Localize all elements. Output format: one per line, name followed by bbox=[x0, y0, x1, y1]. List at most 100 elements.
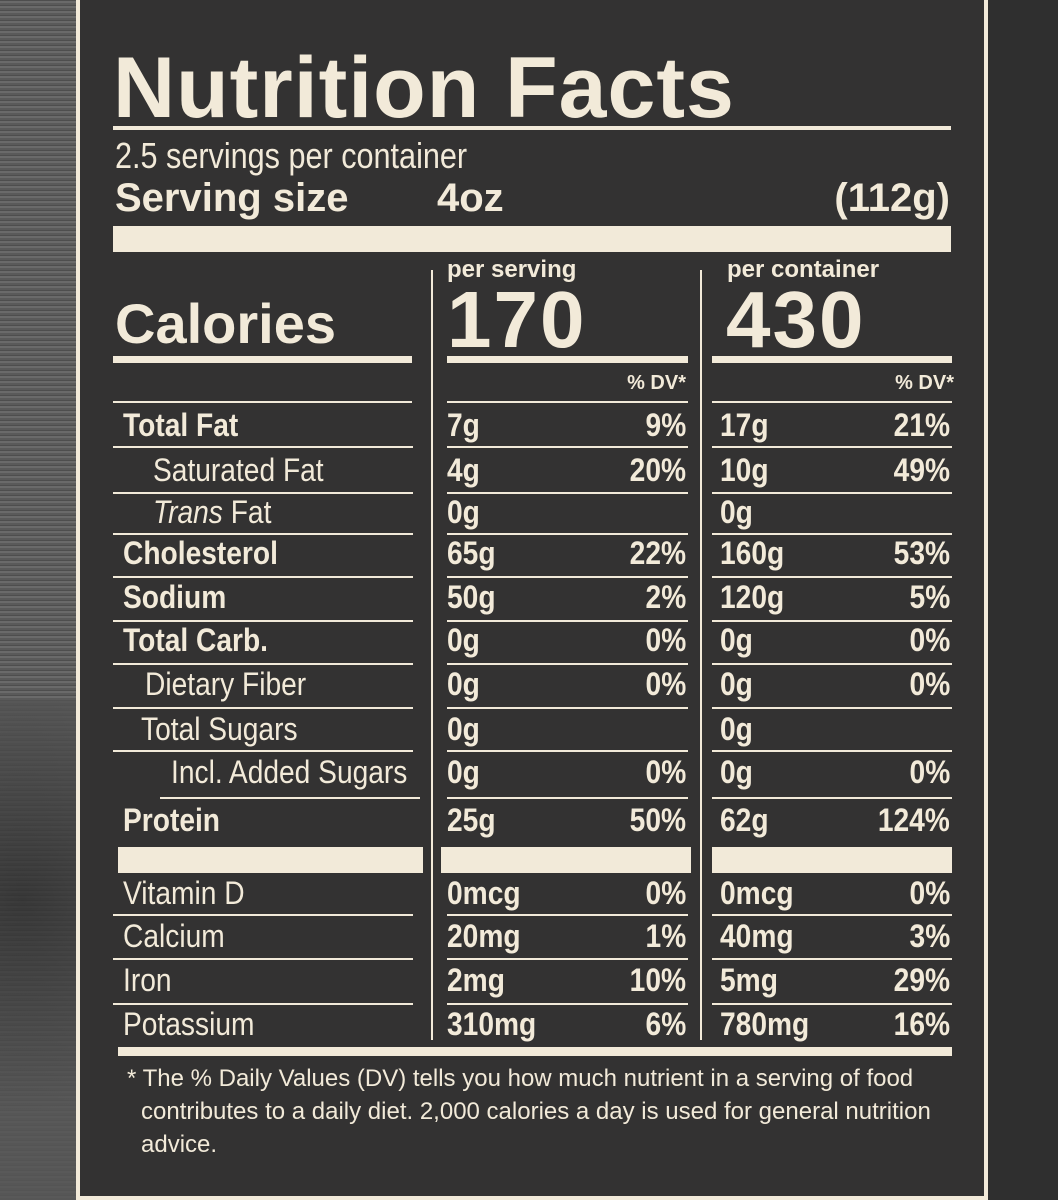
calories-per-serving: 170 bbox=[447, 275, 587, 364]
per-container-dv: 5% bbox=[909, 579, 950, 615]
per-container-amount: 0g bbox=[720, 494, 753, 530]
row-divider bbox=[113, 492, 413, 494]
divider bbox=[712, 356, 952, 363]
thick-divider bbox=[118, 847, 423, 873]
row-divider bbox=[712, 663, 952, 665]
per-serving-dv: 0% bbox=[645, 754, 686, 790]
calories-per-container: 430 bbox=[726, 275, 866, 364]
divider bbox=[113, 356, 412, 363]
per-container-amount: 0g bbox=[720, 711, 753, 747]
row-divider bbox=[712, 707, 952, 709]
per-serving-amount: 0g bbox=[447, 754, 480, 790]
nutrient-name: Incl. Added Sugars bbox=[171, 754, 408, 790]
per-serving-amount: 310mg bbox=[447, 1006, 537, 1042]
row-divider bbox=[712, 446, 952, 448]
per-container-amount: 40mg bbox=[720, 918, 794, 954]
per-container-amount: 120g bbox=[720, 579, 785, 615]
footnote: * The % Daily Values (DV) tells you how … bbox=[127, 1065, 931, 1158]
per-serving-amount: 0g bbox=[447, 666, 480, 702]
per-serving-dv: 22% bbox=[629, 535, 686, 571]
row-divider bbox=[113, 750, 413, 752]
row-divider bbox=[447, 576, 688, 578]
per-serving-dv: 9% bbox=[645, 407, 686, 443]
row-divider bbox=[712, 620, 952, 622]
row-divider bbox=[447, 797, 688, 799]
divider bbox=[447, 356, 688, 363]
row-divider bbox=[712, 797, 952, 799]
per-serving-amount: 7g bbox=[447, 407, 480, 443]
per-container-amount: 0g bbox=[720, 754, 753, 790]
nutrient-name-rest: Fat bbox=[222, 494, 272, 530]
row-divider bbox=[447, 446, 688, 448]
row-divider bbox=[447, 914, 688, 916]
row-divider bbox=[447, 958, 688, 960]
label-title: Nutrition Facts bbox=[113, 40, 735, 136]
row-divider bbox=[160, 797, 420, 799]
background-image bbox=[0, 700, 76, 1200]
per-container-dv: 53% bbox=[893, 535, 950, 571]
nutrient-name: Cholesterol bbox=[123, 535, 278, 571]
per-serving-dv: 0% bbox=[645, 875, 686, 911]
row-divider bbox=[447, 707, 688, 709]
row-divider bbox=[712, 750, 952, 752]
per-serving-amount: 65g bbox=[447, 535, 496, 571]
per-serving-dv: 1% bbox=[645, 918, 686, 954]
per-container-amount: 0g bbox=[720, 666, 753, 702]
per-container-dv: 0% bbox=[909, 875, 950, 911]
per-container-dv: 29% bbox=[893, 962, 950, 998]
row-divider bbox=[447, 533, 688, 535]
nutrient-name: Potassium bbox=[123, 1006, 255, 1042]
per-container-dv: 0% bbox=[909, 754, 950, 790]
row-divider bbox=[447, 750, 688, 752]
per-container-amount: 160g bbox=[720, 535, 785, 571]
nutrient-name: Total Fat bbox=[123, 407, 239, 443]
row-divider bbox=[113, 533, 413, 535]
row-divider bbox=[113, 446, 413, 448]
per-serving-amount: 20mg bbox=[447, 918, 521, 954]
per-container-amount: 62g bbox=[720, 802, 769, 838]
row-divider bbox=[447, 492, 688, 494]
nutrient-name: Vitamin D bbox=[123, 875, 245, 911]
per-serving-amount: 0g bbox=[447, 494, 480, 530]
per-container-dv: 3% bbox=[909, 918, 950, 954]
nutrient-name: Calcium bbox=[123, 918, 225, 954]
per-serving-header: per serving bbox=[447, 256, 577, 283]
nutrient-name: Trans Fat bbox=[153, 492, 271, 532]
row-divider bbox=[712, 1003, 952, 1005]
per-container-amount: 5mg bbox=[720, 962, 778, 998]
row-divider bbox=[113, 914, 413, 916]
row-divider bbox=[712, 914, 952, 916]
per-serving-amount: 0g bbox=[447, 622, 480, 658]
row-divider bbox=[447, 620, 688, 622]
serving-size-value: 4oz bbox=[437, 176, 504, 220]
per-serving-dv: 50% bbox=[629, 802, 686, 838]
per-container-header: per container bbox=[727, 256, 880, 283]
row-divider bbox=[113, 707, 413, 709]
nutrient-name: Total Sugars bbox=[141, 711, 298, 747]
thick-divider bbox=[118, 1047, 952, 1056]
row-divider bbox=[447, 663, 688, 665]
row-divider bbox=[113, 958, 413, 960]
per-serving-amount: 25g bbox=[447, 802, 496, 838]
per-serving-amount: 0g bbox=[447, 711, 480, 747]
per-serving-dv: 6% bbox=[645, 1006, 686, 1042]
nutrient-name: Saturated Fat bbox=[153, 452, 324, 488]
per-container-dv: 124% bbox=[877, 802, 950, 838]
nutrient-name: Dietary Fiber bbox=[145, 666, 307, 702]
row-divider bbox=[113, 1003, 413, 1005]
divider bbox=[113, 126, 951, 130]
per-container-amount: 0g bbox=[720, 622, 753, 658]
per-serving-amount: 0mcg bbox=[447, 875, 521, 911]
per-serving-dv: 0% bbox=[645, 622, 686, 658]
per-serving-amount: 50g bbox=[447, 579, 496, 615]
calories-label: Calories bbox=[115, 292, 336, 355]
per-container-amount: 780mg bbox=[720, 1006, 810, 1042]
thick-divider bbox=[712, 847, 952, 873]
row-divider bbox=[712, 533, 952, 535]
thick-divider bbox=[441, 847, 691, 873]
row-divider bbox=[113, 576, 413, 578]
per-container-amount: 10g bbox=[720, 452, 769, 488]
nutrition-label-panel bbox=[76, 0, 988, 1200]
per-serving-dv: 2% bbox=[645, 579, 686, 615]
per-serving-dv: 10% bbox=[629, 962, 686, 998]
